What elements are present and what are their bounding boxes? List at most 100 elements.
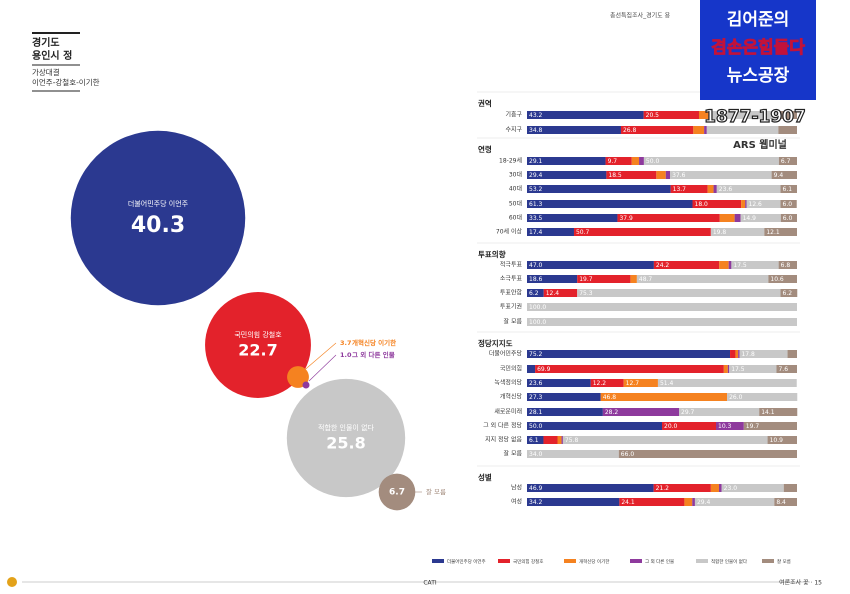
bar-segment [527, 408, 603, 416]
value-label: 18.5 [608, 172, 622, 179]
value-label: 29.4 [697, 499, 711, 506]
bar-segment [600, 393, 728, 401]
bubble [286, 378, 406, 498]
value-label: 50.0 [646, 158, 660, 165]
bar-segment [527, 157, 606, 165]
bar-segment [727, 393, 798, 401]
bar-segment [780, 289, 798, 297]
bar-segment [619, 498, 685, 506]
bubble-name: 그 외 다른 인물 [352, 350, 395, 359]
row-label: 기흥구 [505, 111, 522, 119]
bar-segment [780, 214, 797, 222]
bar-segment [716, 422, 744, 430]
bar-segment [620, 126, 694, 134]
legend-swatch [564, 559, 576, 563]
value-label: 66.0 [621, 451, 635, 458]
legend-swatch [630, 559, 642, 563]
bar-segment [778, 111, 797, 119]
row-label: 개혁신당 [500, 393, 523, 401]
value-label: 6.2 [783, 290, 793, 297]
group-label: 정당지지도 [478, 338, 513, 348]
bar-segment [527, 379, 591, 387]
footer-page: 여론조사 꽃 · 15 [779, 579, 822, 587]
value-label: 34.0 [529, 451, 543, 458]
value-label: 29.7 [681, 409, 695, 416]
bar-segment [729, 365, 777, 373]
value-label: 14.9 [743, 215, 757, 222]
bar-segment [639, 157, 644, 165]
value-label: 46.9 [529, 485, 543, 492]
value-label: 12.4 [546, 290, 560, 297]
region: 경기도 [32, 36, 60, 49]
row-label: 지지 정당 없음 [485, 436, 522, 444]
value-label: 12.2 [593, 380, 607, 387]
row-label: 적극투표 [500, 262, 523, 269]
method: ARS 웹미널 [733, 138, 787, 151]
value-label: 20.0 [664, 423, 678, 430]
bar-segment [745, 200, 747, 208]
bar-segment [708, 111, 712, 119]
bubble [287, 366, 309, 388]
value-label: 23.0 [724, 485, 738, 492]
bar-segment [636, 275, 769, 283]
bubble-name: 더불어민주당 이언주 [128, 199, 189, 208]
row-label: 잘 모름 [504, 318, 523, 326]
bar-segment [605, 157, 632, 165]
value-label: 37.9 [619, 215, 633, 222]
value-label: 17.5 [733, 262, 747, 269]
bar-segment [768, 275, 797, 283]
bar-segment [707, 185, 714, 193]
bar-segment [527, 450, 619, 458]
bar-segment [735, 350, 739, 358]
footer-method: CATI [423, 580, 436, 587]
value-label: 47.0 [529, 262, 543, 269]
row-label: 그 외 다른 정당 [483, 422, 522, 430]
bar-segment [527, 393, 601, 401]
value-label: 23.6 [719, 186, 733, 193]
bubble-value: 1.0 [340, 351, 352, 359]
bar-segment [771, 171, 797, 179]
bar-segment [535, 365, 724, 373]
logo-overlay: 김어준의 겸손은힘들다 뉴스공장 1877-1907 ARS 웹미널 [700, 0, 816, 151]
bar-segment [719, 214, 735, 222]
group-label: 성별 [478, 472, 492, 482]
bar-segment [731, 261, 779, 269]
bar-segment [590, 379, 624, 387]
bar-segment [656, 171, 666, 179]
value-label: 10.9 [770, 437, 784, 444]
doc-title: 총선특집조사_경기도 용 [610, 12, 671, 20]
bar-segment [767, 436, 797, 444]
legend-label: 적합한 인물이 없다 [711, 558, 748, 565]
value-label: 20.5 [646, 112, 660, 119]
value-label: 6.0 [783, 215, 793, 222]
bubble [302, 381, 310, 389]
bar-segment [527, 318, 797, 326]
value-label: 27.3 [529, 394, 543, 401]
value-label: 48.7 [639, 276, 653, 283]
bar-segment [670, 171, 772, 179]
value-label: 37.6 [672, 172, 686, 179]
bar-segment [774, 498, 797, 506]
bar-segment [527, 228, 574, 236]
bar-segment [778, 157, 797, 165]
value-label: 17.8 [741, 351, 755, 358]
bar-segment [743, 422, 797, 430]
bar-segment [670, 185, 708, 193]
row-label: 18-29세 [499, 157, 522, 165]
bar-segment [543, 436, 558, 444]
bar-segment [727, 365, 730, 373]
value-label: 100.0 [529, 319, 546, 326]
legend-label: 개혁신당 이기한 [579, 558, 609, 565]
bar-segment [694, 498, 775, 506]
leader [308, 354, 337, 382]
value-label: 26.0 [729, 394, 743, 401]
row-label: 녹색정의당 [494, 379, 522, 387]
bar-segment [527, 498, 620, 506]
value-label: 13.7 [673, 186, 687, 193]
logo-line: 겸손은힘들다 [711, 37, 805, 58]
bar-segment [577, 275, 631, 283]
legend-label: 잘 모름 [777, 558, 791, 565]
matchup: 이언주-강철호-이기한 [32, 77, 100, 87]
